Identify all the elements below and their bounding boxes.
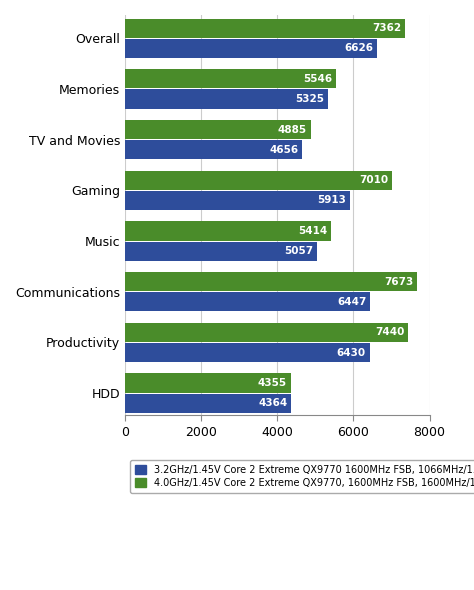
- Text: 4885: 4885: [278, 124, 307, 135]
- Text: 4355: 4355: [258, 378, 287, 388]
- Text: 7440: 7440: [375, 327, 404, 337]
- Text: 7010: 7010: [359, 175, 388, 185]
- Bar: [125, 39, 377, 58]
- Bar: [125, 292, 370, 312]
- Bar: [125, 241, 318, 261]
- Bar: [125, 272, 417, 291]
- Text: 6626: 6626: [345, 44, 374, 54]
- Bar: [125, 343, 370, 362]
- Bar: [125, 394, 291, 413]
- Text: 4656: 4656: [269, 145, 299, 155]
- Text: 5325: 5325: [295, 94, 324, 104]
- Text: 5546: 5546: [303, 74, 332, 84]
- Bar: [125, 171, 392, 190]
- Text: 6430: 6430: [337, 348, 366, 358]
- Legend: 3.2GHz/1.45V Core 2 Extreme QX9770 1600MHz FSB, 1066MHz/1.9V Ram, 4.0GHz/1.45V C: 3.2GHz/1.45V Core 2 Extreme QX9770 1600M…: [130, 460, 474, 493]
- Text: 5057: 5057: [284, 246, 314, 256]
- Text: 7673: 7673: [384, 277, 413, 287]
- Bar: [125, 90, 328, 109]
- Text: 4364: 4364: [258, 398, 287, 408]
- Text: 5913: 5913: [318, 195, 346, 205]
- Text: 5414: 5414: [298, 226, 327, 236]
- Text: 6447: 6447: [337, 297, 366, 307]
- Bar: [125, 120, 311, 139]
- Bar: [125, 140, 302, 159]
- Text: 7362: 7362: [373, 23, 401, 33]
- Bar: [125, 18, 405, 38]
- Bar: [125, 221, 331, 241]
- Bar: [125, 373, 291, 392]
- Bar: [125, 323, 408, 342]
- Bar: [125, 69, 336, 88]
- Bar: [125, 191, 350, 210]
